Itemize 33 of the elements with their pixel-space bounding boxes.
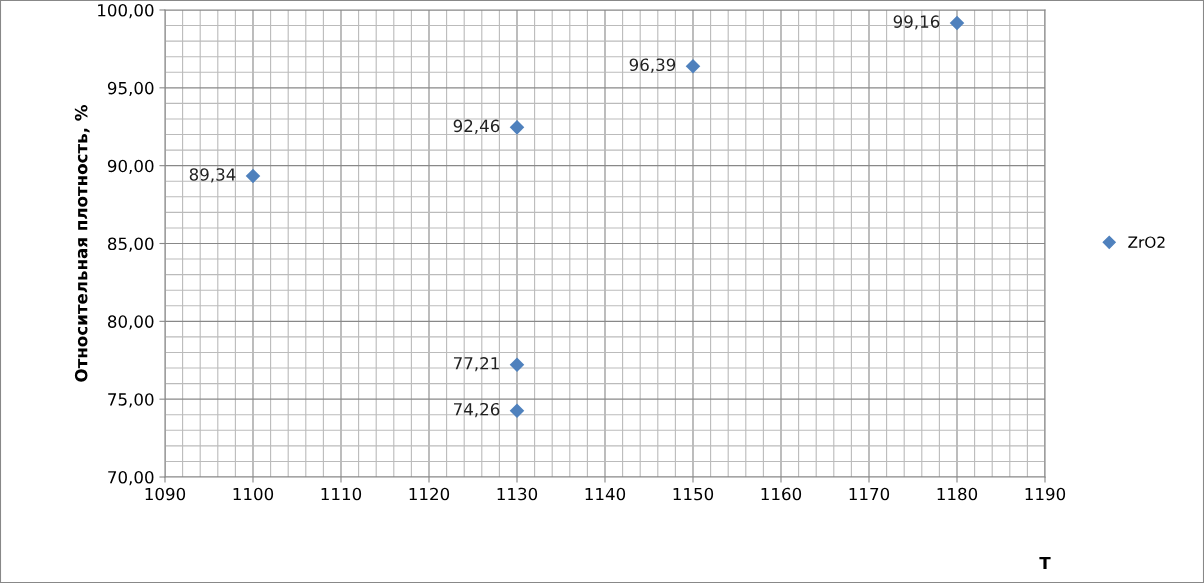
legend-label: ZrO2 bbox=[1128, 236, 1165, 248]
x-tick-label: 1180 bbox=[937, 487, 978, 501]
y-tick-label: 80,00 bbox=[108, 315, 154, 330]
x-tick-label: 1120 bbox=[409, 487, 450, 501]
point bbox=[685, 58, 701, 74]
y-tick-label: 95,00 bbox=[107, 81, 154, 97]
x-axis-title: T bbox=[1039, 556, 1051, 570]
data-label: 99,16 bbox=[893, 15, 940, 30]
x-tick-label: 1130 bbox=[497, 487, 538, 501]
x-tick-label: 1170 bbox=[849, 487, 890, 501]
data-label: 74,26 bbox=[453, 402, 500, 418]
y-tick-label: 70,00 bbox=[108, 470, 154, 486]
x-tick-label: 1090 bbox=[145, 487, 186, 501]
y-axis-title: Относительная плотность, % bbox=[74, 105, 90, 382]
data-label: 96,39 bbox=[629, 58, 676, 73]
x-tick-label: 1150 bbox=[673, 487, 714, 501]
y-tick-label: 85,00 bbox=[108, 237, 154, 252]
x-tick-label: 1110 bbox=[321, 487, 362, 501]
x-tick-label: 1160 bbox=[761, 487, 802, 501]
y-tick-label: 100,00 bbox=[98, 3, 154, 19]
point bbox=[509, 403, 525, 418]
y-tick-label: 75,00 bbox=[108, 393, 154, 408]
y-tick-label: 90,00 bbox=[107, 159, 154, 174]
x-tick-label: 1140 bbox=[585, 487, 626, 501]
data-label: 92,46 bbox=[453, 119, 500, 134]
point bbox=[949, 15, 965, 31]
x-tick-label: 1190 bbox=[1025, 487, 1066, 501]
x-tick-label: 1100 bbox=[233, 487, 274, 501]
data-label: 89,34 bbox=[189, 168, 236, 183]
point bbox=[509, 120, 525, 135]
data-label: 77,21 bbox=[453, 356, 499, 372]
point bbox=[509, 357, 525, 373]
point bbox=[245, 168, 261, 184]
